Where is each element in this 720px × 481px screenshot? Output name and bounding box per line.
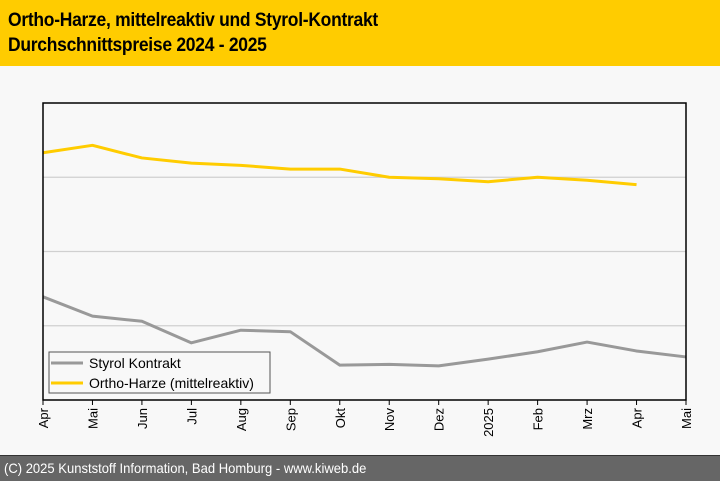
x-tick-label: Mai	[679, 408, 694, 429]
x-tick-label: Mai	[85, 408, 100, 429]
x-tick-label: Aug	[234, 408, 249, 431]
legend-label-ortho: Ortho-Harze (mittelreaktiv)	[89, 375, 254, 391]
x-tick-label: Jul	[184, 408, 199, 425]
x-tick-label: Sep	[283, 408, 298, 431]
x-tick-label: Mrz	[580, 408, 595, 430]
x-tick-label: Apr	[36, 407, 51, 428]
legend-label-styrol: Styrol Kontrakt	[89, 355, 181, 371]
x-tick-label: Apr	[630, 407, 645, 428]
x-tick-label: Feb	[531, 408, 546, 430]
copyright-text: (C) 2025 Kunststoff Information, Bad Hom…	[4, 460, 366, 476]
x-tick-label: Dez	[432, 408, 447, 431]
footer-bar: (C) 2025 Kunststoff Information, Bad Hom…	[0, 455, 720, 481]
x-tick-label: Nov	[382, 408, 397, 432]
x-tick-label: Okt	[333, 408, 348, 429]
x-tick-label: 2025	[481, 408, 496, 437]
x-tick-label: Jun	[135, 408, 150, 429]
legend: Styrol Kontrakt Ortho-Harze (mittelreakt…	[49, 352, 270, 393]
series-line-ortho	[43, 145, 637, 184]
